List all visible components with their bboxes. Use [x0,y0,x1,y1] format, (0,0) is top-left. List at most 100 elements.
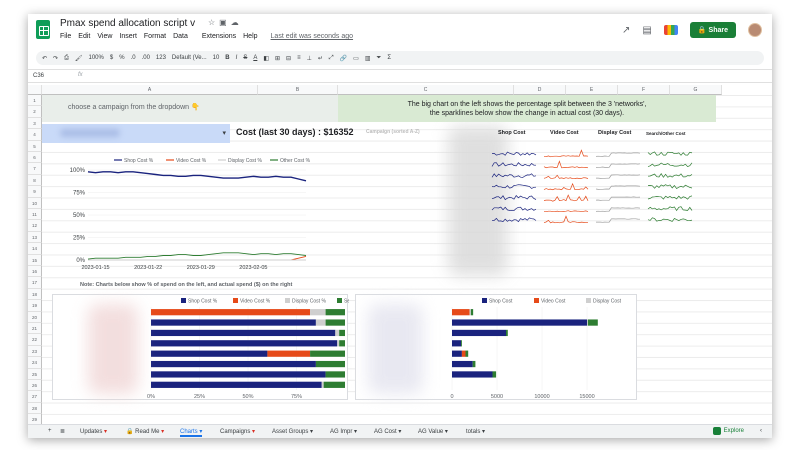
instruction-cell[interactable]: choose a campaign from the dropdown 👇 [42,95,352,122]
row-header[interactable]: 20 [28,311,42,323]
row-header[interactable]: 14 [28,243,42,255]
row-header[interactable]: 22 [28,334,42,346]
share-button[interactable]: 🔒 Share [689,22,736,38]
increase-decimal-button[interactable]: .00 [141,55,150,61]
menu-insert[interactable]: Insert [119,33,137,40]
tab-updates[interactable]: Updates ▾ [80,428,107,435]
row-header[interactable]: 7 [28,163,42,175]
chart-icon[interactable]: ▥ [364,55,371,62]
bold-button[interactable]: B [225,55,230,61]
tab-ag-cost[interactable]: AG Cost ▾ [374,429,402,435]
merge-icon[interactable]: ⊟ [286,55,292,62]
borders-icon[interactable]: ⊞ [275,55,281,62]
font-size-select[interactable]: 10 [212,55,220,61]
number-format-button[interactable]: 123 [155,55,166,61]
functions-button[interactable]: Σ [387,55,392,61]
column-header-b[interactable]: B [258,85,338,95]
column-header-d[interactable]: D [514,85,566,95]
row-header[interactable]: 4 [28,129,42,141]
comments-icon[interactable]: ▤ [642,24,652,36]
avatar[interactable] [748,23,762,37]
cloud-status-icon[interactable]: ☁ [230,18,243,27]
undo-icon[interactable]: ↶ [42,55,48,62]
menu-data[interactable]: Data [173,33,188,40]
tab-charts[interactable]: Charts ▾ [180,429,203,437]
tab-menu-icon[interactable]: ▾ [161,429,165,435]
name-box[interactable]: C36 [33,73,45,79]
menu-view[interactable]: View [97,33,113,40]
last-edit-link[interactable]: Last edit was seconds ago [270,33,354,40]
text-color-button[interactable]: A [253,55,258,61]
explore-button[interactable]: Explore [712,427,744,435]
column-header-g[interactable]: G [670,85,722,95]
row-header[interactable]: 16 [28,266,42,278]
print-icon[interactable]: ⎙ [64,54,69,61]
fill-color-icon[interactable]: ◧ [263,55,270,62]
redo-icon[interactable]: ↷ [53,55,59,62]
row-header[interactable]: 8 [28,174,42,187]
row-header[interactable]: 15 [28,254,42,266]
tab-menu-icon[interactable]: ▾ [104,429,108,435]
row-header[interactable]: 23 [28,345,42,358]
menu-edit[interactable]: Edit [78,33,91,40]
percent-button[interactable]: % [119,55,125,61]
row-header[interactable]: 17 [28,277,42,289]
row-header[interactable]: 6 [28,152,42,164]
document-title[interactable]: Pmax spend allocation script v [60,18,196,29]
zoom-select[interactable]: 100% [88,55,104,61]
row-header[interactable]: 13 [28,231,42,244]
row-header[interactable]: 5 [28,140,42,152]
row-header[interactable]: 28 [28,402,42,415]
comment-icon[interactable]: ▭ [353,55,359,62]
move-folder-icon[interactable]: ▣ [219,18,231,27]
row-header[interactable]: 24 [28,357,42,369]
star-icon[interactable]: ☆ [208,18,220,27]
percent-split-line-chart[interactable]: Shop Cost % Video Cost % Display Cost % Oth… [44,144,314,274]
percent-bar-chart[interactable]: Shop Cost % Video Cost % Display Cost % Sea… [53,295,380,401]
row-header[interactable]: 2 [28,106,42,118]
row-header[interactable]: 9 [28,186,42,198]
add-sheet-icon[interactable]: + [48,428,52,434]
filter-icon[interactable]: ⏷ [376,54,382,61]
strikethrough-button[interactable]: S [243,55,248,61]
sheets-logo-icon[interactable] [36,20,50,39]
tab-campaigns[interactable]: Campaigns ▾ [220,428,255,435]
menu-file[interactable]: File [60,33,72,40]
column-header-f[interactable]: F [618,85,670,95]
meet-icon[interactable] [663,25,678,35]
row-header[interactable]: 26 [28,380,42,392]
tab-ag-impr[interactable]: AG Impr ▾ [330,429,358,435]
column-header-a[interactable]: A [42,85,258,95]
rotate-icon[interactable]: ⤢ [328,54,334,61]
currency-button[interactable]: $ [109,55,114,61]
paint-format-icon[interactable]: 🖌 [74,55,83,62]
font-select[interactable]: Default (Ve... [171,55,207,61]
campaign-dropdown[interactable]: ▾ [42,124,230,143]
wrap-icon[interactable]: ↵ [317,55,323,62]
row-header[interactable]: 12 [28,220,42,232]
collapse-icon[interactable]: ‹ [760,428,762,434]
row-header[interactable]: 11 [28,209,42,221]
select-all-corner[interactable] [28,85,42,95]
tab-asset-groups[interactable]: Asset Groups ▾ [272,429,314,435]
menu-help[interactable]: Help [243,33,258,40]
menu-format[interactable]: Format [143,33,167,40]
row-header[interactable]: 19 [28,300,42,312]
row-header[interactable]: 25 [28,368,42,380]
menu-extensions[interactable]: Extensions [201,33,237,40]
row-header[interactable]: 21 [28,323,42,335]
row-header[interactable]: 27 [28,391,42,403]
row-header[interactable]: 18 [28,288,42,301]
row-header[interactable]: 10 [28,197,42,209]
row-header[interactable]: 1 [28,95,42,107]
chevron-down-icon[interactable]: ▾ [222,130,226,137]
activity-trend-icon[interactable]: ↗ [622,24,631,36]
tab-read-me[interactable]: 🔒 Read Me ▾ [126,429,165,435]
all-sheets-icon[interactable]: ≣ [60,429,66,435]
row-header[interactable]: 3 [28,117,42,130]
explanation-cell[interactable]: The big chart on the left shows the perc… [338,95,716,122]
column-header-c[interactable]: C [338,85,514,95]
valign-icon[interactable]: ⊥ [306,55,312,62]
tab-ag-value[interactable]: AG Value ▾ [418,429,448,435]
link-icon[interactable]: 🔗 [339,55,348,62]
